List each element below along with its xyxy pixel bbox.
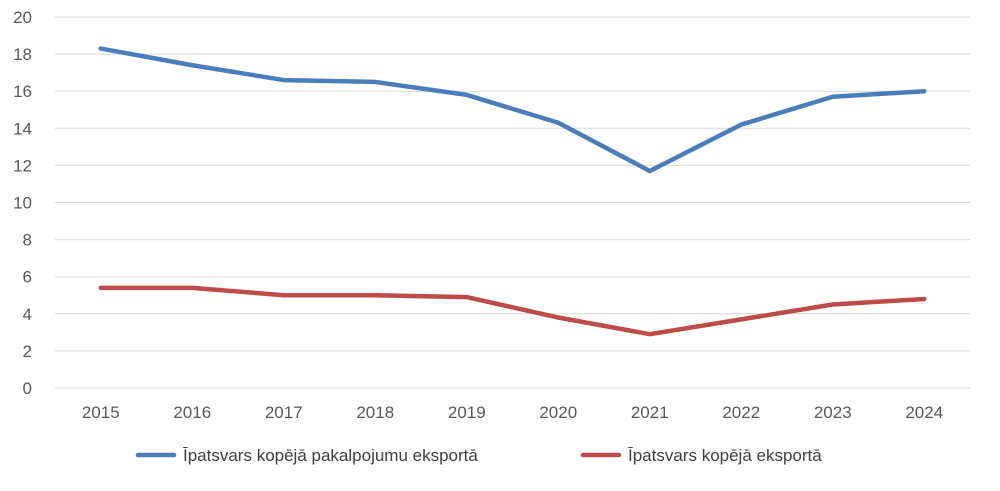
y-tick-label: 18 bbox=[13, 45, 32, 64]
legend: Īpatsvars kopējā pakalpojumu eksportā Īpa… bbox=[138, 446, 822, 465]
x-tick-label: 2017 bbox=[265, 403, 303, 422]
x-tick-label: 2020 bbox=[539, 403, 577, 422]
y-tick-label: 4 bbox=[23, 305, 32, 324]
legend-label-1: Īpatsvars kopējā eksportā bbox=[628, 446, 822, 465]
x-tick-label: 2018 bbox=[356, 403, 394, 422]
y-tick-label: 8 bbox=[23, 231, 32, 250]
x-tick-label: 2015 bbox=[82, 403, 120, 422]
x-tick-label: 2016 bbox=[173, 403, 211, 422]
y-tick-label: 20 bbox=[13, 8, 32, 27]
y-tick-label: 16 bbox=[13, 82, 32, 101]
series-line-1 bbox=[101, 288, 925, 334]
y-tick-label: 12 bbox=[13, 156, 32, 175]
x-tick-label: 2023 bbox=[814, 403, 852, 422]
series-line-0 bbox=[101, 49, 925, 171]
x-axis: 2015 2016 2017 2018 2019 2020 2021 2022 2023 2024 bbox=[82, 403, 943, 422]
y-tick-label: 2 bbox=[23, 342, 32, 361]
gridlines bbox=[55, 17, 970, 388]
y-axis: 0 2 4 6 8 10 12 14 16 18 20 bbox=[13, 8, 32, 398]
x-tick-label: 2022 bbox=[722, 403, 760, 422]
y-tick-label: 6 bbox=[23, 268, 32, 287]
x-tick-label: 2024 bbox=[905, 403, 943, 422]
y-tick-label: 0 bbox=[23, 379, 32, 398]
x-tick-label: 2021 bbox=[631, 403, 669, 422]
y-tick-label: 10 bbox=[13, 194, 32, 213]
y-tick-label: 14 bbox=[13, 119, 32, 138]
x-tick-label: 2019 bbox=[448, 403, 486, 422]
legend-label-0: Īpatsvars kopējā pakalpojumu eksportā bbox=[183, 446, 478, 465]
